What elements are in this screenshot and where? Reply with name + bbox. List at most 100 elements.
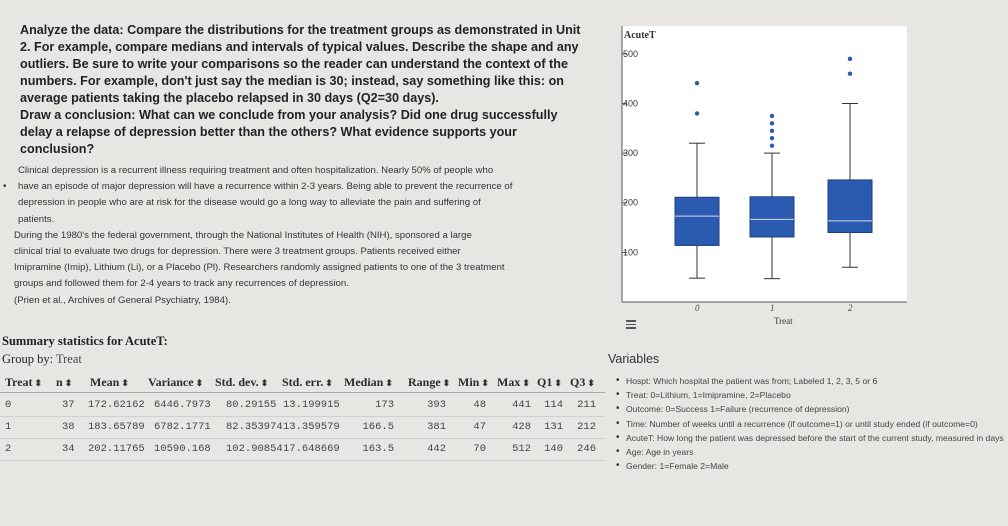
sort-icon[interactable]: ⬍	[34, 378, 43, 388]
outlier-point	[694, 80, 700, 86]
table-cell-q3: 212	[577, 421, 596, 433]
table-cell-q1: 114	[544, 399, 563, 411]
variable-item: Time: Number of weeks until a recurrence…	[608, 417, 1008, 431]
variable-item: AcuteT: How long the patient was depress…	[608, 431, 1008, 445]
sort-icon[interactable]: ⬍	[442, 378, 451, 388]
table-cell-min: 48	[473, 399, 486, 411]
table-cell-variance: 10590.168	[154, 443, 211, 455]
col-header-min[interactable]: Min ⬍	[458, 375, 489, 389]
table-cell-variance: 6446.7973	[154, 399, 211, 411]
table-cell-n: 37	[62, 399, 75, 411]
question-prompt: Analyze the data: Compare the distributi…	[20, 22, 620, 158]
box-1	[749, 196, 795, 238]
table-cell-range: 442	[427, 443, 446, 455]
col-header-range[interactable]: Range ⬍	[408, 375, 451, 389]
table-cell-max: 428	[512, 421, 531, 433]
summary-title: Summary statistics for AcuteT:	[2, 334, 168, 348]
variables-panel: Variables Hospt: Which hospital the pati…	[608, 352, 1008, 474]
variables-list: Hospt: Which hospital the patient was fr…	[608, 374, 1008, 474]
table-cell-n: 34	[62, 443, 75, 455]
sort-icon[interactable]: ⬍	[121, 378, 129, 388]
table-row: 1 38 183.65789 6782.1771 82.353974 13.359579 1…	[0, 416, 605, 439]
col-header-q1[interactable]: Q1 ⬍	[537, 375, 562, 389]
outlier-point	[769, 121, 775, 126]
outlier-point	[769, 128, 775, 133]
x-tick-label: 1	[770, 303, 775, 313]
table-cell-range: 381	[427, 421, 446, 433]
sort-icon[interactable]: ⬍	[554, 378, 562, 388]
sort-icon[interactable]: ⬍	[522, 378, 530, 388]
y-tick-label: 400	[623, 98, 638, 108]
sort-icon[interactable]: ⬍	[385, 378, 393, 388]
y-tick-label: 200	[623, 198, 638, 208]
table-cell-std-err: 13.199915	[283, 399, 340, 411]
table-cell-q1: 140	[544, 443, 563, 455]
variable-item: Treat: 0=Lithium, 1=Imipramine, 2=Placeb…	[608, 388, 1008, 402]
context-line: During the 1980's the federal government…	[14, 229, 472, 241]
x-tick-label: 0	[695, 303, 700, 313]
table-cell-q3: 246	[577, 443, 596, 455]
x-tick-label: 2	[848, 303, 853, 313]
group-by-value: Treat	[55, 352, 82, 366]
table-cell-max: 512	[512, 443, 531, 455]
table-cell-std-dev: 82.353974	[226, 421, 283, 433]
context-line: clinical trial to evaluate two drugs for…	[14, 246, 461, 258]
col-header-n[interactable]: n ⬍	[56, 375, 73, 389]
variable-item: Hospt: Which hospital the patient was fr…	[608, 374, 1008, 388]
context-line: groups and followed them for 2-4 years t…	[14, 278, 349, 290]
context-line: (Prien et al., Archives of General Psych…	[14, 294, 231, 306]
table-cell-mean: 202.11765	[88, 443, 145, 455]
question-line: average patients taking the placebo rela…	[20, 91, 439, 105]
menu-icon[interactable]	[626, 318, 636, 331]
question-line: 2. For example, compare medians and inte…	[20, 40, 579, 54]
col-header-max[interactable]: Max ⬍	[497, 375, 530, 389]
variable-item: Outcome: 0=Success 1=Failure (recurrence…	[608, 402, 1008, 416]
table-cell-mean: 183.65789	[88, 421, 145, 433]
table-cell-n: 38	[62, 421, 75, 433]
variable-item: Age: Age in years	[608, 445, 1008, 459]
table-cell-median: 166.5	[362, 421, 394, 433]
question-line: numbers. For example, don't just say the…	[20, 74, 564, 88]
sort-icon[interactable]: ⬍	[587, 378, 595, 388]
variable-item: Gender: 1=Female 2=Male	[608, 459, 1008, 473]
col-header-treat[interactable]: Treat ⬍	[5, 375, 43, 389]
plot-area	[622, 26, 907, 302]
sort-icon[interactable]: ⬍	[260, 378, 269, 388]
table-row: 2 34 202.11765 10590.168 102.90854 17.648669 1…	[0, 438, 605, 461]
outlier-point	[847, 71, 853, 76]
sort-icon[interactable]: ⬍	[64, 378, 73, 388]
study-context: Clinical depression is a recurrent illne…	[10, 163, 610, 309]
table-cell-max: 441	[512, 399, 531, 411]
group-by: Group by: Treat	[2, 352, 82, 367]
table-cell-range: 393	[427, 399, 446, 411]
table-cell-q1: 131	[544, 421, 563, 433]
question-line: delay a relapse of depression better tha…	[20, 125, 517, 139]
context-line: depression in people who are at risk for…	[18, 197, 481, 209]
outlier-point	[769, 113, 775, 119]
col-header-median[interactable]: Median ⬍	[344, 375, 393, 389]
col-header-q3[interactable]: Q3 ⬍	[570, 375, 595, 389]
table-header: Treat ⬍ n ⬍ Mean ⬍ Variance ⬍ Std. dev. ⬍ Std…	[0, 370, 605, 393]
sort-icon[interactable]: ⬍	[325, 378, 333, 388]
col-header-variance[interactable]: Variance ⬍	[148, 375, 204, 389]
y-tick-label: 300	[623, 148, 638, 158]
table-cell-min: 47	[473, 421, 486, 433]
box-0	[674, 196, 720, 246]
table-cell-treat: 2	[5, 443, 12, 455]
table-cell-q3: 211	[577, 399, 596, 411]
y-tick-label: 500	[623, 49, 638, 59]
col-header-std-err[interactable]: Std. err. ⬍	[282, 375, 333, 389]
x-axis-label: Treat	[774, 316, 793, 326]
table-cell-median: 163.5	[362, 443, 394, 455]
table-cell-treat: 1	[5, 421, 12, 433]
sort-icon[interactable]: ⬍	[481, 378, 489, 388]
col-header-std-dev[interactable]: Std. dev. ⬍	[215, 375, 269, 389]
box-2	[827, 179, 873, 234]
table-row: 0 37 172.62162 6446.7973 80.29155 13.199915 17…	[0, 394, 605, 417]
context-line: patients.	[18, 213, 55, 225]
sort-icon[interactable]: ⬍	[195, 378, 204, 388]
question-line: Draw a conclusion: What can we conclude …	[20, 108, 558, 122]
table-cell-std-dev: 102.90854	[226, 443, 283, 455]
outlier-point	[769, 136, 775, 141]
col-header-mean[interactable]: Mean ⬍	[90, 375, 129, 389]
